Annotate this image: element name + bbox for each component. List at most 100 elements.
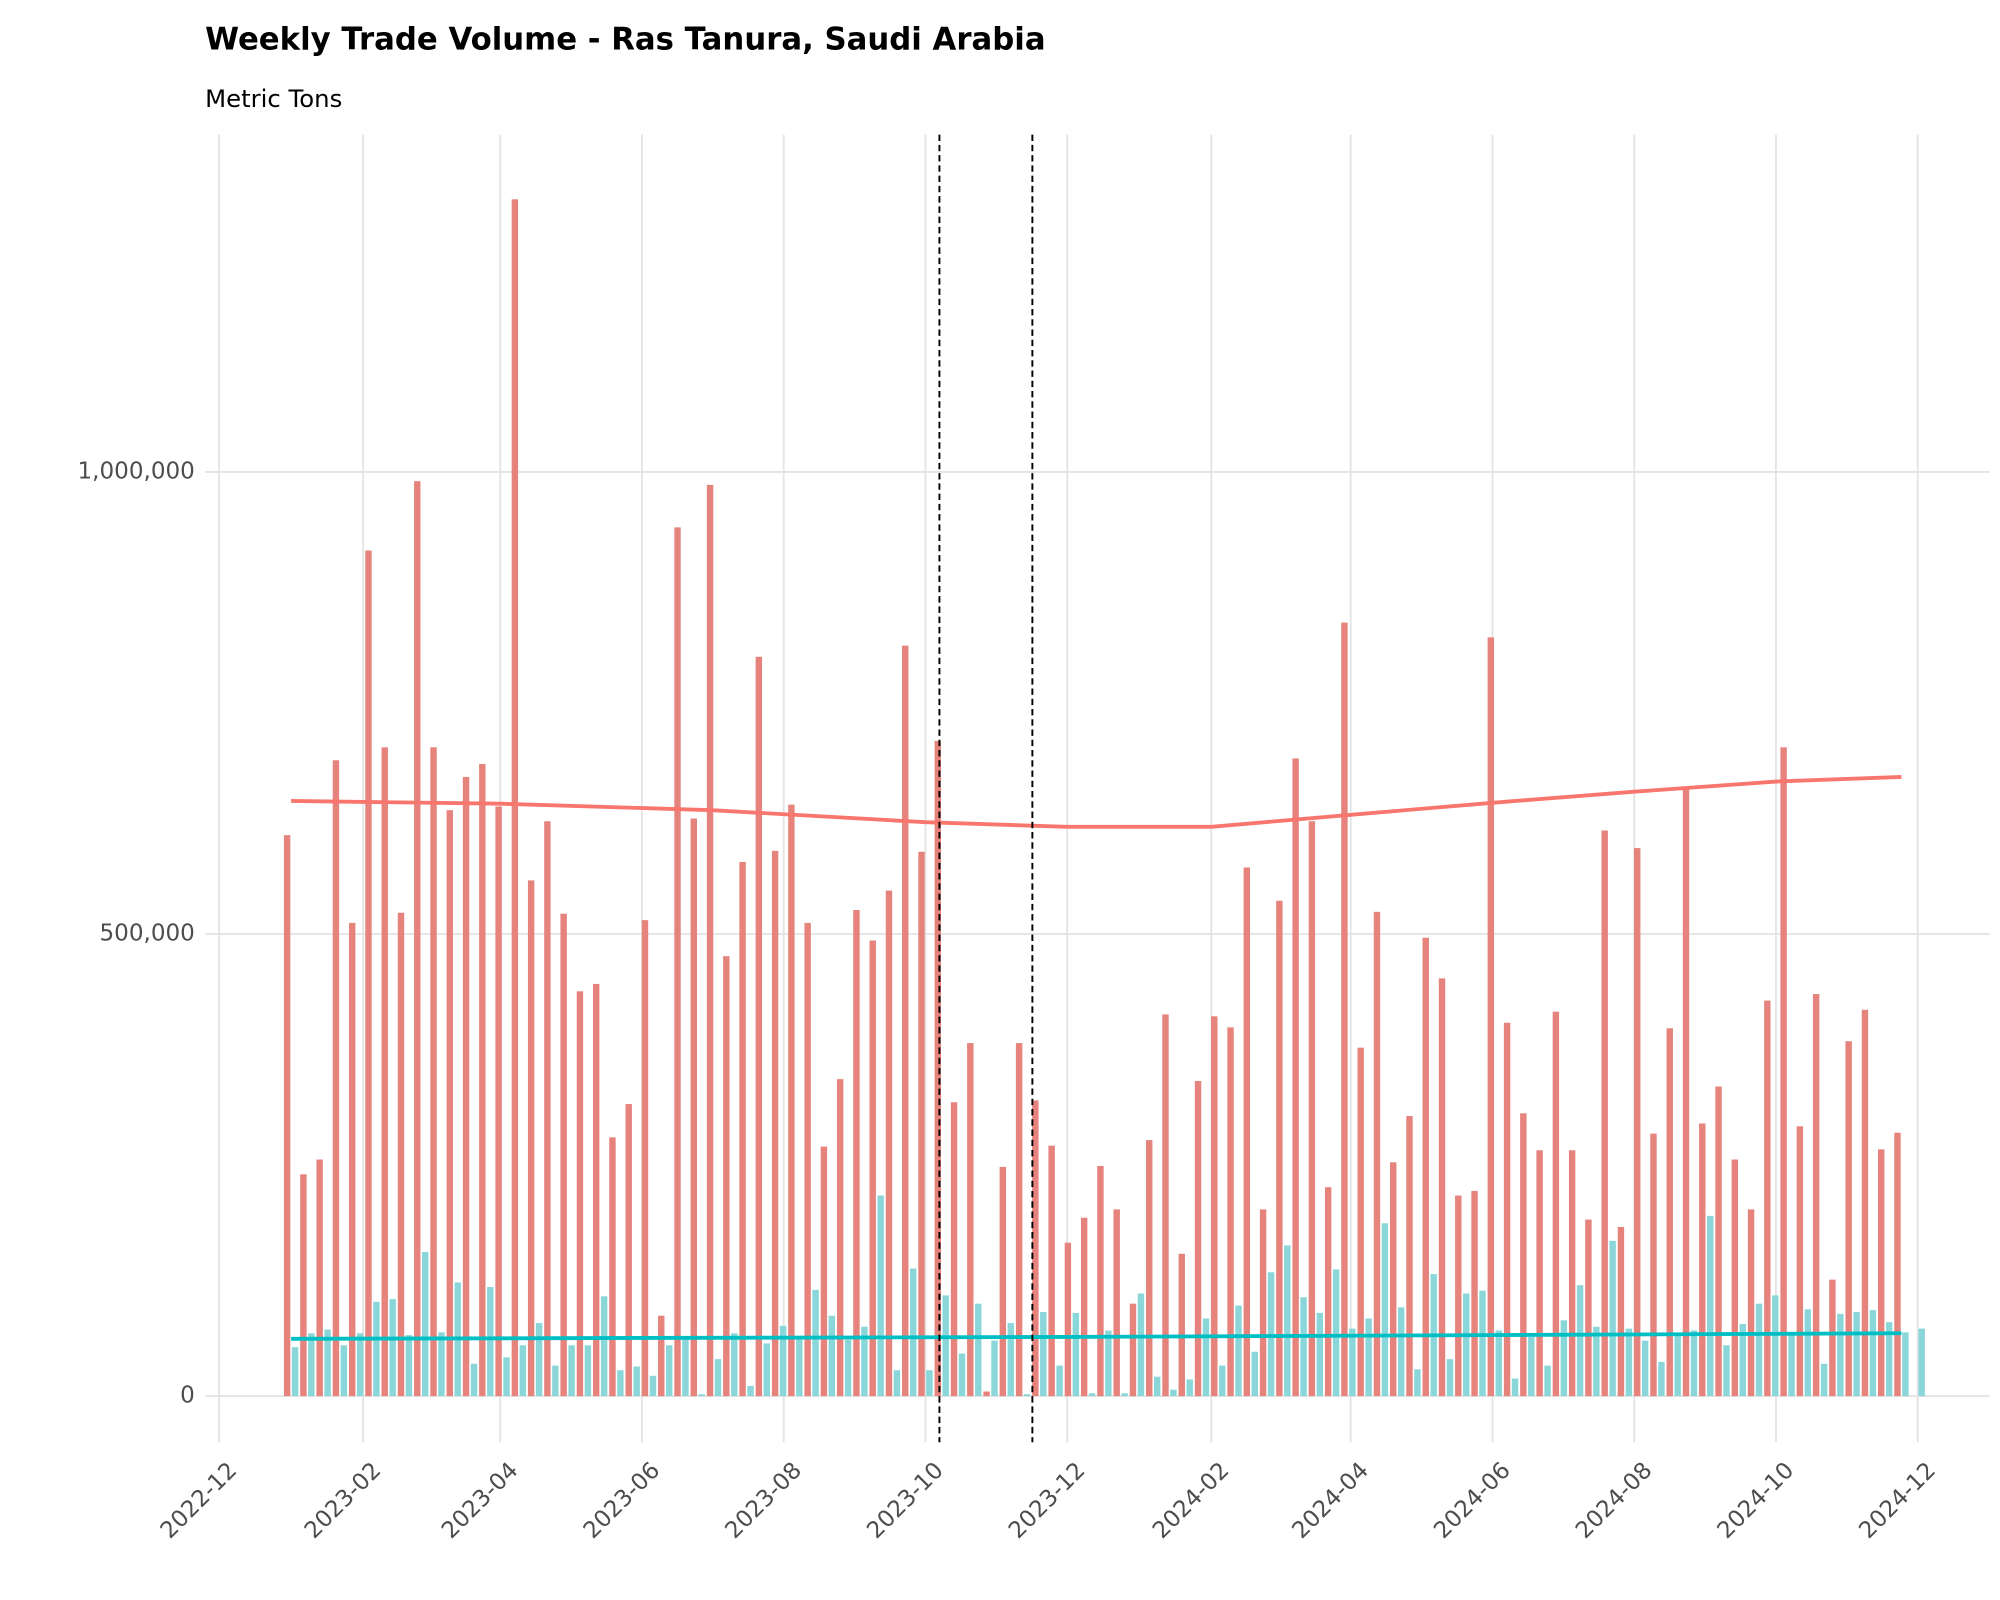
- bar: [1471, 1190, 1478, 1397]
- bar: [967, 1043, 974, 1397]
- bar: [1048, 1145, 1055, 1397]
- bar: [1918, 1328, 1925, 1397]
- bar: [1390, 1162, 1397, 1397]
- bar: [1202, 1318, 1210, 1397]
- bar: [804, 922, 811, 1397]
- bar: [1739, 1324, 1746, 1397]
- bar: [1324, 1187, 1332, 1397]
- bar: [934, 740, 941, 1397]
- bar: [1463, 1293, 1470, 1397]
- bar: [1682, 787, 1690, 1397]
- bar: [771, 850, 779, 1397]
- x-tick-label: 2023-12: [1004, 1457, 1091, 1544]
- bar: [544, 821, 551, 1397]
- bar: [723, 956, 730, 1397]
- bar: [1032, 1100, 1039, 1397]
- bar: [1495, 1330, 1502, 1397]
- bar: [1845, 1041, 1852, 1397]
- bar: [1699, 1123, 1706, 1397]
- bar: [844, 1339, 852, 1397]
- bar: [1292, 758, 1299, 1397]
- x-tick-label: 2023-02: [300, 1457, 387, 1544]
- bar: [1755, 1303, 1763, 1397]
- bar: [356, 1333, 364, 1397]
- bar: [1617, 1226, 1625, 1397]
- bar: [560, 913, 567, 1397]
- bar: [462, 776, 470, 1397]
- bar: [1284, 1245, 1291, 1397]
- bar: [340, 1345, 348, 1397]
- bar: [999, 1166, 1007, 1397]
- bar: [324, 1329, 331, 1397]
- bar: [332, 760, 340, 1397]
- bar: [665, 1345, 673, 1397]
- bar: [1308, 821, 1316, 1397]
- bar: [909, 1268, 917, 1397]
- bar: [1837, 1313, 1844, 1397]
- x-tick-label: 2024-02: [1148, 1457, 1235, 1544]
- bar: [747, 1385, 754, 1397]
- bar: [698, 1394, 705, 1397]
- bar: [869, 940, 876, 1397]
- bar: [885, 890, 893, 1397]
- bar: [1609, 1240, 1616, 1397]
- bar: [1414, 1369, 1421, 1397]
- bar: [1650, 1133, 1657, 1397]
- bar: [365, 550, 372, 1397]
- bar: [1707, 1215, 1714, 1397]
- bar: [641, 920, 649, 1397]
- bar: [617, 1370, 624, 1397]
- bar: [1007, 1323, 1014, 1397]
- bar: [739, 861, 746, 1397]
- bar: [389, 1299, 396, 1397]
- bar: [763, 1343, 770, 1397]
- bar: [1105, 1330, 1112, 1397]
- bar: [1316, 1312, 1324, 1397]
- bar: [1162, 1014, 1169, 1397]
- bar: [446, 810, 453, 1397]
- bar: [1365, 1318, 1372, 1397]
- bar: [779, 1325, 787, 1397]
- bar: [1812, 994, 1820, 1397]
- bar: [1357, 1047, 1364, 1397]
- bar: [1373, 911, 1381, 1397]
- x-tick-label: 2024-10: [1713, 1457, 1800, 1544]
- bar: [576, 991, 584, 1397]
- bar: [1902, 1332, 1909, 1397]
- bar: [552, 1365, 559, 1397]
- bar: [373, 1301, 380, 1397]
- bar: [1511, 1378, 1519, 1397]
- bar: [625, 1104, 632, 1397]
- bar: [893, 1370, 901, 1397]
- bar: [470, 1363, 478, 1397]
- bar: [405, 1335, 413, 1397]
- bar: [503, 1357, 510, 1397]
- bar: [1747, 1209, 1755, 1397]
- bar: [1593, 1326, 1600, 1397]
- bar: [511, 199, 519, 1397]
- bar: [853, 909, 860, 1397]
- bar: [1129, 1303, 1137, 1397]
- bar: [1088, 1393, 1096, 1397]
- bar: [1560, 1320, 1568, 1397]
- bar: [1479, 1290, 1486, 1397]
- bar: [690, 818, 697, 1397]
- bar: [861, 1326, 868, 1397]
- trend-line: [291, 774, 1902, 829]
- bar: [308, 1333, 315, 1397]
- bar: [1227, 1027, 1234, 1397]
- bar: [682, 1336, 689, 1397]
- bar: [1731, 1159, 1739, 1397]
- bar: [1146, 1140, 1153, 1397]
- bar: [991, 1340, 998, 1397]
- bar: [1528, 1336, 1535, 1397]
- bar: [1170, 1389, 1177, 1397]
- bar: [519, 1345, 527, 1397]
- bar: [300, 1174, 307, 1397]
- bar: [1438, 978, 1446, 1397]
- bar: [1251, 1351, 1258, 1397]
- bar: [731, 1333, 738, 1397]
- x-tick-label: 2023-06: [579, 1457, 666, 1544]
